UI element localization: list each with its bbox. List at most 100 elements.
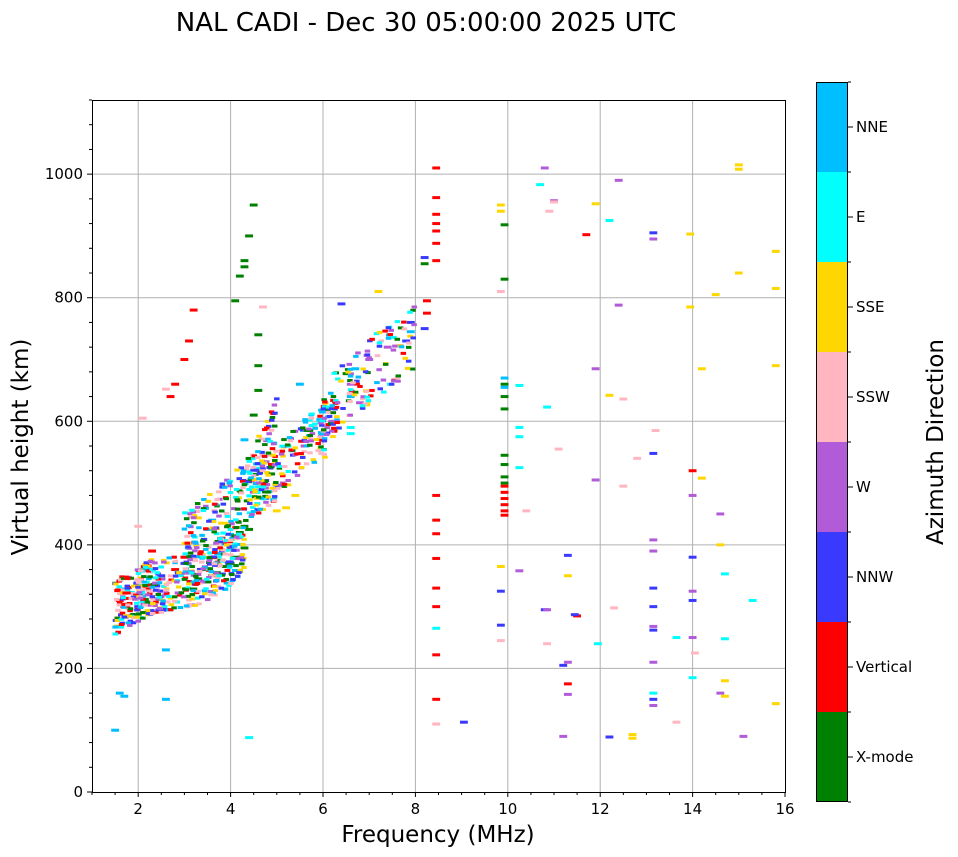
trace-point [146,603,152,607]
colorbar-tick-label: NNE [856,118,888,136]
trace-point [114,618,121,622]
trace-point [263,500,269,504]
point-nne [346,395,355,399]
trace-point [165,594,172,598]
trace-point [346,392,353,396]
point-xmode [500,481,509,485]
point-nnw [649,451,658,455]
trace-point [294,462,301,466]
point-e [245,736,254,740]
y-tick-label: 0 [73,783,83,801]
trace-point [228,519,234,523]
trace-point [149,595,156,599]
point-nnw [496,623,505,627]
point-sse [591,202,600,206]
trace-point [246,511,253,515]
point-sse [628,736,637,740]
colorbar-segment [816,442,848,532]
trace-point [216,490,222,494]
trace-point [185,594,191,598]
point-w [649,237,658,241]
trace-point [190,589,197,593]
trace-point [152,567,159,571]
trace-point [185,545,191,549]
trace-point [149,589,155,593]
trace-point [115,630,121,634]
trace-point [171,606,177,610]
point-xmode [420,262,429,266]
trace-point [264,471,270,475]
trace-point [347,374,354,378]
trace-point [220,531,226,535]
trace-point [359,406,366,410]
trace-point [158,610,165,614]
trace-point [281,484,288,488]
trace-point [196,602,202,606]
trace-point [125,603,131,607]
point-sse [721,679,729,683]
point-xmode [245,234,254,238]
trace-point [145,569,152,573]
trace-point [144,593,151,597]
trace-point [229,573,235,577]
trace-point [237,568,243,572]
point-xmode [500,407,509,411]
trace-point [134,578,140,582]
trace-point [227,484,233,488]
trace-point [285,483,292,487]
trace-point [374,381,380,385]
trace-point [180,571,186,575]
trace-point [352,390,359,394]
trace-point [214,498,220,502]
trace-point [157,589,164,593]
trace-point [189,565,195,569]
trace-point [388,382,395,386]
trace-point [203,547,209,551]
trace-point [268,465,274,469]
point-e [748,598,757,602]
point-nne [120,694,129,698]
trace-point [238,555,245,559]
trace-point [226,564,233,568]
point-sse [711,293,720,297]
trace-point [124,586,131,590]
trace-point [229,522,235,526]
trace-point [304,444,310,448]
trace-point [167,596,174,600]
trace-point [124,588,131,592]
point-w [739,734,748,738]
point-nnw [402,339,411,343]
point-xmode [500,277,509,281]
trace-point [218,586,225,590]
point-ssw [672,720,681,724]
point-vertical [423,311,431,315]
trace-point [204,577,210,581]
trace-point [333,399,339,403]
point-e [593,642,602,646]
trace-point [254,508,260,512]
trace-point [154,597,160,601]
trace-point [354,379,360,383]
trace-point [259,464,266,468]
trace-point [133,583,139,587]
trace-point [272,411,278,415]
trace-point [376,368,382,372]
trace-point [331,371,338,375]
point-w [328,419,337,423]
trace-point [278,483,284,487]
trace-point [315,442,321,446]
trace-point [233,557,239,561]
point-xmode [254,388,263,392]
trace-point [200,509,207,513]
trace-point [260,467,266,471]
trace-point [405,345,412,349]
trace-point [196,526,202,530]
trace-point [319,419,326,423]
trace-point [163,588,169,592]
trace-point [204,598,211,602]
point-ssw [259,305,267,309]
trace-point [286,436,293,440]
trace-point [196,567,203,571]
point-sse [697,367,706,371]
trace-point [119,588,126,592]
